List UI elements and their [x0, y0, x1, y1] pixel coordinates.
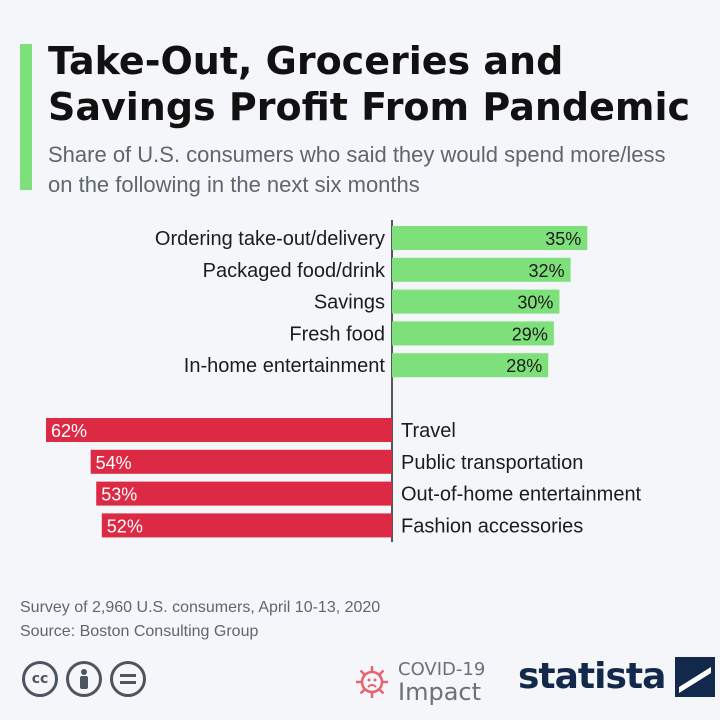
category-label: In-home entertainment	[184, 355, 386, 377]
category-label: Ordering take-out/delivery	[155, 228, 385, 250]
category-label: Savings	[314, 292, 385, 314]
attribution-icon	[66, 661, 102, 697]
covid-impact-badge: COVID-19 Impact	[354, 660, 485, 704]
data-label: 28%	[506, 356, 542, 376]
data-label: 35%	[545, 229, 581, 249]
bar-less	[101, 513, 392, 538]
category-label: Fashion accessories	[401, 515, 583, 537]
bar-less	[46, 418, 392, 442]
statista-wordmark: statista	[518, 656, 666, 697]
data-label: 52%	[107, 516, 143, 536]
data-label: 54%	[96, 453, 132, 473]
covid-impact-text: COVID-19 Impact	[398, 659, 486, 706]
covid-label: COVID-19	[398, 659, 486, 680]
source-note: Source: Boston Consulting Group	[20, 623, 259, 640]
data-label: 30%	[517, 293, 553, 313]
chart-subtitle: Share of U.S. consumers who said they wo…	[48, 142, 666, 197]
title-accent-bar	[20, 44, 32, 190]
statista-mark-icon	[675, 656, 716, 697]
diverging-bar-chart: 35% Ordering take-out/delivery 32% Packaged…	[46, 220, 642, 542]
category-label: Fresh food	[289, 323, 385, 345]
statista-logo: statista	[518, 656, 716, 697]
category-label: Travel	[401, 420, 456, 442]
virus-icon	[356, 666, 388, 698]
bar-more	[392, 289, 560, 314]
category-label: Out-of-home entertainment	[401, 484, 642, 506]
bar-less	[96, 481, 393, 506]
bar-less	[90, 449, 392, 474]
data-label: 62%	[51, 421, 87, 441]
cc-icon: cc	[22, 661, 58, 697]
category-label: Packaged food/drink	[203, 260, 386, 282]
data-label: 29%	[512, 324, 548, 344]
chart-footer: Survey of 2,960 U.S. consumers, April 10…	[20, 596, 380, 644]
impact-label: Impact	[398, 678, 482, 706]
bar-more	[392, 226, 588, 250]
license-icons: cc	[22, 661, 146, 697]
category-label: Public transportation	[401, 452, 583, 474]
no-derivatives-icon	[110, 661, 146, 697]
bar-more	[392, 321, 554, 346]
chart-title: Take-Out, Groceries and Savings Profit F…	[48, 39, 691, 129]
data-label: 32%	[529, 261, 565, 281]
data-label: 53%	[101, 485, 137, 505]
bar-more	[392, 257, 571, 282]
survey-note: Survey of 2,960 U.S. consumers, April 10…	[20, 599, 381, 616]
bar-more	[392, 353, 549, 378]
